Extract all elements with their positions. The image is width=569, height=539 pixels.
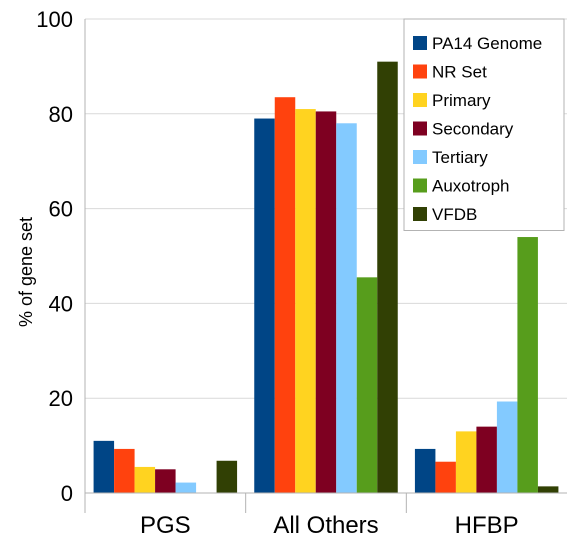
legend-swatch bbox=[413, 121, 427, 136]
bar-secondary bbox=[476, 426, 497, 493]
bar-nr-set bbox=[274, 97, 296, 494]
bar-tertiary bbox=[175, 482, 197, 493]
bar-tertiary bbox=[496, 401, 518, 493]
bar-pa14-genome bbox=[93, 440, 115, 493]
bar-secondary bbox=[155, 469, 176, 493]
y-tick-label: 20 bbox=[49, 386, 73, 411]
bar-nr-set bbox=[114, 448, 135, 493]
legend-label: VFDB bbox=[432, 205, 477, 224]
category-label: All Others bbox=[273, 512, 378, 539]
legend: PA14 Genome NR Set Primary Secondary Tertiar… bbox=[403, 18, 565, 231]
y-tick-label: 80 bbox=[49, 102, 73, 127]
bar-vfdb bbox=[216, 460, 238, 493]
legend-swatch bbox=[413, 93, 427, 107]
bar-pa14-genome bbox=[254, 118, 275, 493]
y-tick-labels: 0 20 40 60 80 100 bbox=[36, 7, 73, 506]
legend-label: Tertiary bbox=[432, 148, 488, 167]
bar-secondary bbox=[315, 111, 337, 494]
legend-label: Secondary bbox=[432, 120, 514, 139]
legend-swatch bbox=[413, 150, 427, 164]
bar-vfdb bbox=[377, 61, 398, 493]
bar-vfdb bbox=[537, 486, 559, 493]
legend-label: PA14 Genome bbox=[432, 34, 542, 53]
legend-label: Primary bbox=[432, 91, 491, 110]
legend-box bbox=[403, 18, 565, 231]
y-tick-label: 0 bbox=[61, 481, 73, 506]
y-tick-label: 100 bbox=[36, 7, 73, 32]
y-tick-label: 40 bbox=[49, 291, 73, 316]
bar-primary bbox=[295, 109, 316, 493]
legend-swatch bbox=[413, 64, 427, 79]
category-labels: PGS All Others HFBP bbox=[140, 512, 519, 539]
category-label: PGS bbox=[140, 512, 191, 539]
legend-swatch bbox=[413, 207, 427, 221]
y-axis-label: % of gene set bbox=[16, 217, 36, 327]
bars bbox=[93, 61, 559, 494]
bar-tertiary bbox=[336, 123, 357, 493]
y-tick-label: 60 bbox=[49, 197, 73, 222]
legend-label: NR Set bbox=[432, 63, 487, 82]
legend-swatch bbox=[413, 36, 427, 50]
legend-label: Auxotroph bbox=[432, 177, 510, 196]
legend-swatch bbox=[413, 178, 427, 193]
bar-auxotroph bbox=[356, 277, 378, 493]
axes bbox=[84, 19, 567, 513]
bar-primary bbox=[455, 431, 477, 493]
bar-pa14-genome bbox=[414, 448, 436, 493]
bar-primary bbox=[134, 466, 156, 493]
bar-auxotroph bbox=[517, 237, 538, 493]
category-label: HFBP bbox=[455, 512, 519, 539]
bar-nr-set bbox=[435, 461, 456, 493]
